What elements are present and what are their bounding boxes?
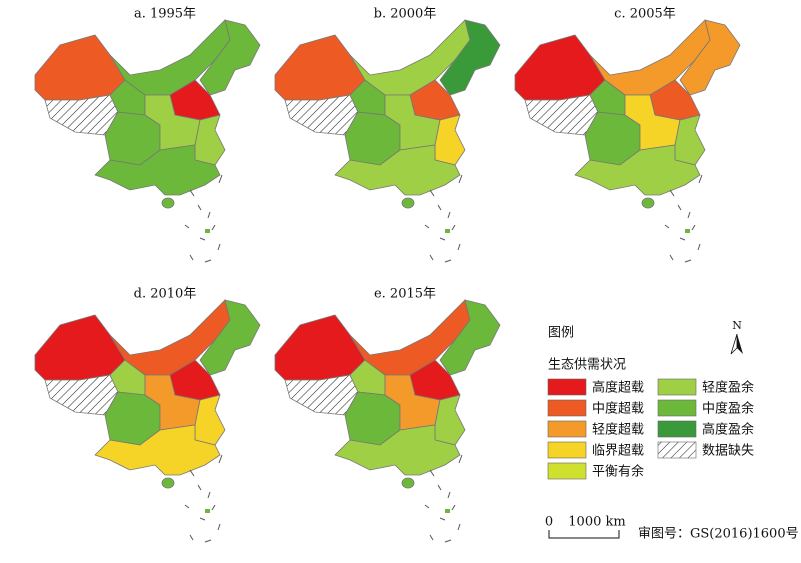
region <box>574 144 701 196</box>
region <box>199 299 261 376</box>
islands <box>184 454 223 543</box>
island <box>685 229 690 233</box>
legend-label: 中度盈余 <box>702 401 754 417</box>
scale-end: 1000 km <box>568 515 625 530</box>
island <box>205 509 210 513</box>
region <box>94 144 221 196</box>
legend-label: 临界超载 <box>592 444 644 459</box>
north-label: N <box>732 319 742 332</box>
legend-label: 轻度超载 <box>592 422 644 438</box>
region <box>641 197 655 209</box>
islands <box>184 174 223 263</box>
region <box>524 94 599 136</box>
map-panel: b. 2000年 <box>274 7 501 263</box>
legend-swatch <box>547 441 587 459</box>
panel-title: a. 1995年 <box>134 7 196 22</box>
region <box>439 299 501 376</box>
region <box>514 34 606 101</box>
legend-label: 平衡有余 <box>592 464 644 480</box>
region <box>674 114 706 166</box>
region <box>401 477 415 489</box>
region <box>284 94 359 136</box>
region <box>44 94 119 136</box>
region <box>199 19 261 96</box>
region <box>194 394 226 446</box>
region <box>439 19 501 96</box>
legend-swatch <box>657 378 697 396</box>
approval-number: 审图号：GS(2016)1600号 <box>638 527 799 542</box>
region <box>274 314 366 381</box>
region <box>434 394 466 446</box>
region <box>34 34 126 101</box>
region <box>679 19 741 96</box>
islands <box>664 174 703 263</box>
panel-title: c. 2005年 <box>614 7 676 22</box>
legend-subtitle: 生态供需状况 <box>548 358 626 373</box>
region <box>94 424 221 476</box>
region <box>274 34 366 101</box>
map-panel: c. 2005年 <box>514 7 741 263</box>
legend-swatch <box>657 441 697 459</box>
panel-title: d. 2010年 <box>134 287 197 302</box>
region <box>161 197 175 209</box>
legend-swatch <box>547 378 587 396</box>
region <box>34 314 126 381</box>
region <box>194 114 226 166</box>
islands <box>424 454 463 543</box>
legend-label: 中度超载 <box>592 401 644 417</box>
island <box>445 229 450 233</box>
legend-swatch <box>657 399 697 417</box>
legend-label: 高度盈余 <box>702 422 754 438</box>
legend-label: 轻度盈余 <box>702 380 754 396</box>
scale-start: 0 <box>545 515 553 530</box>
region <box>434 114 466 166</box>
map-panel: d. 2010年 <box>34 287 261 543</box>
legend-swatch <box>547 420 587 438</box>
legend-swatch <box>657 420 697 438</box>
region <box>401 197 415 209</box>
legend-swatch <box>547 399 587 417</box>
maps: a. 1995年 b. 2000年 c. 2005年 d. 2010年 e. 2015年 <box>34 7 741 543</box>
island <box>205 229 210 233</box>
region <box>284 374 359 416</box>
legend-label: 数据缺失 <box>702 444 754 459</box>
north-arrow: N <box>730 319 743 355</box>
island <box>445 509 450 513</box>
map-panel: e. 2015年 <box>274 287 501 543</box>
scale-bar: 0 1000 km <box>545 515 626 539</box>
region <box>44 374 119 416</box>
panel-title: e. 2015年 <box>374 287 436 302</box>
panel-title: b. 2000年 <box>374 7 437 22</box>
islands <box>424 174 463 263</box>
region <box>161 477 175 489</box>
legend-label: 高度超载 <box>592 380 644 396</box>
region <box>334 144 461 196</box>
region <box>334 424 461 476</box>
legend-swatch <box>547 462 587 480</box>
legend-title: 图例 <box>548 326 574 341</box>
map-panel: a. 1995年 <box>34 7 261 263</box>
